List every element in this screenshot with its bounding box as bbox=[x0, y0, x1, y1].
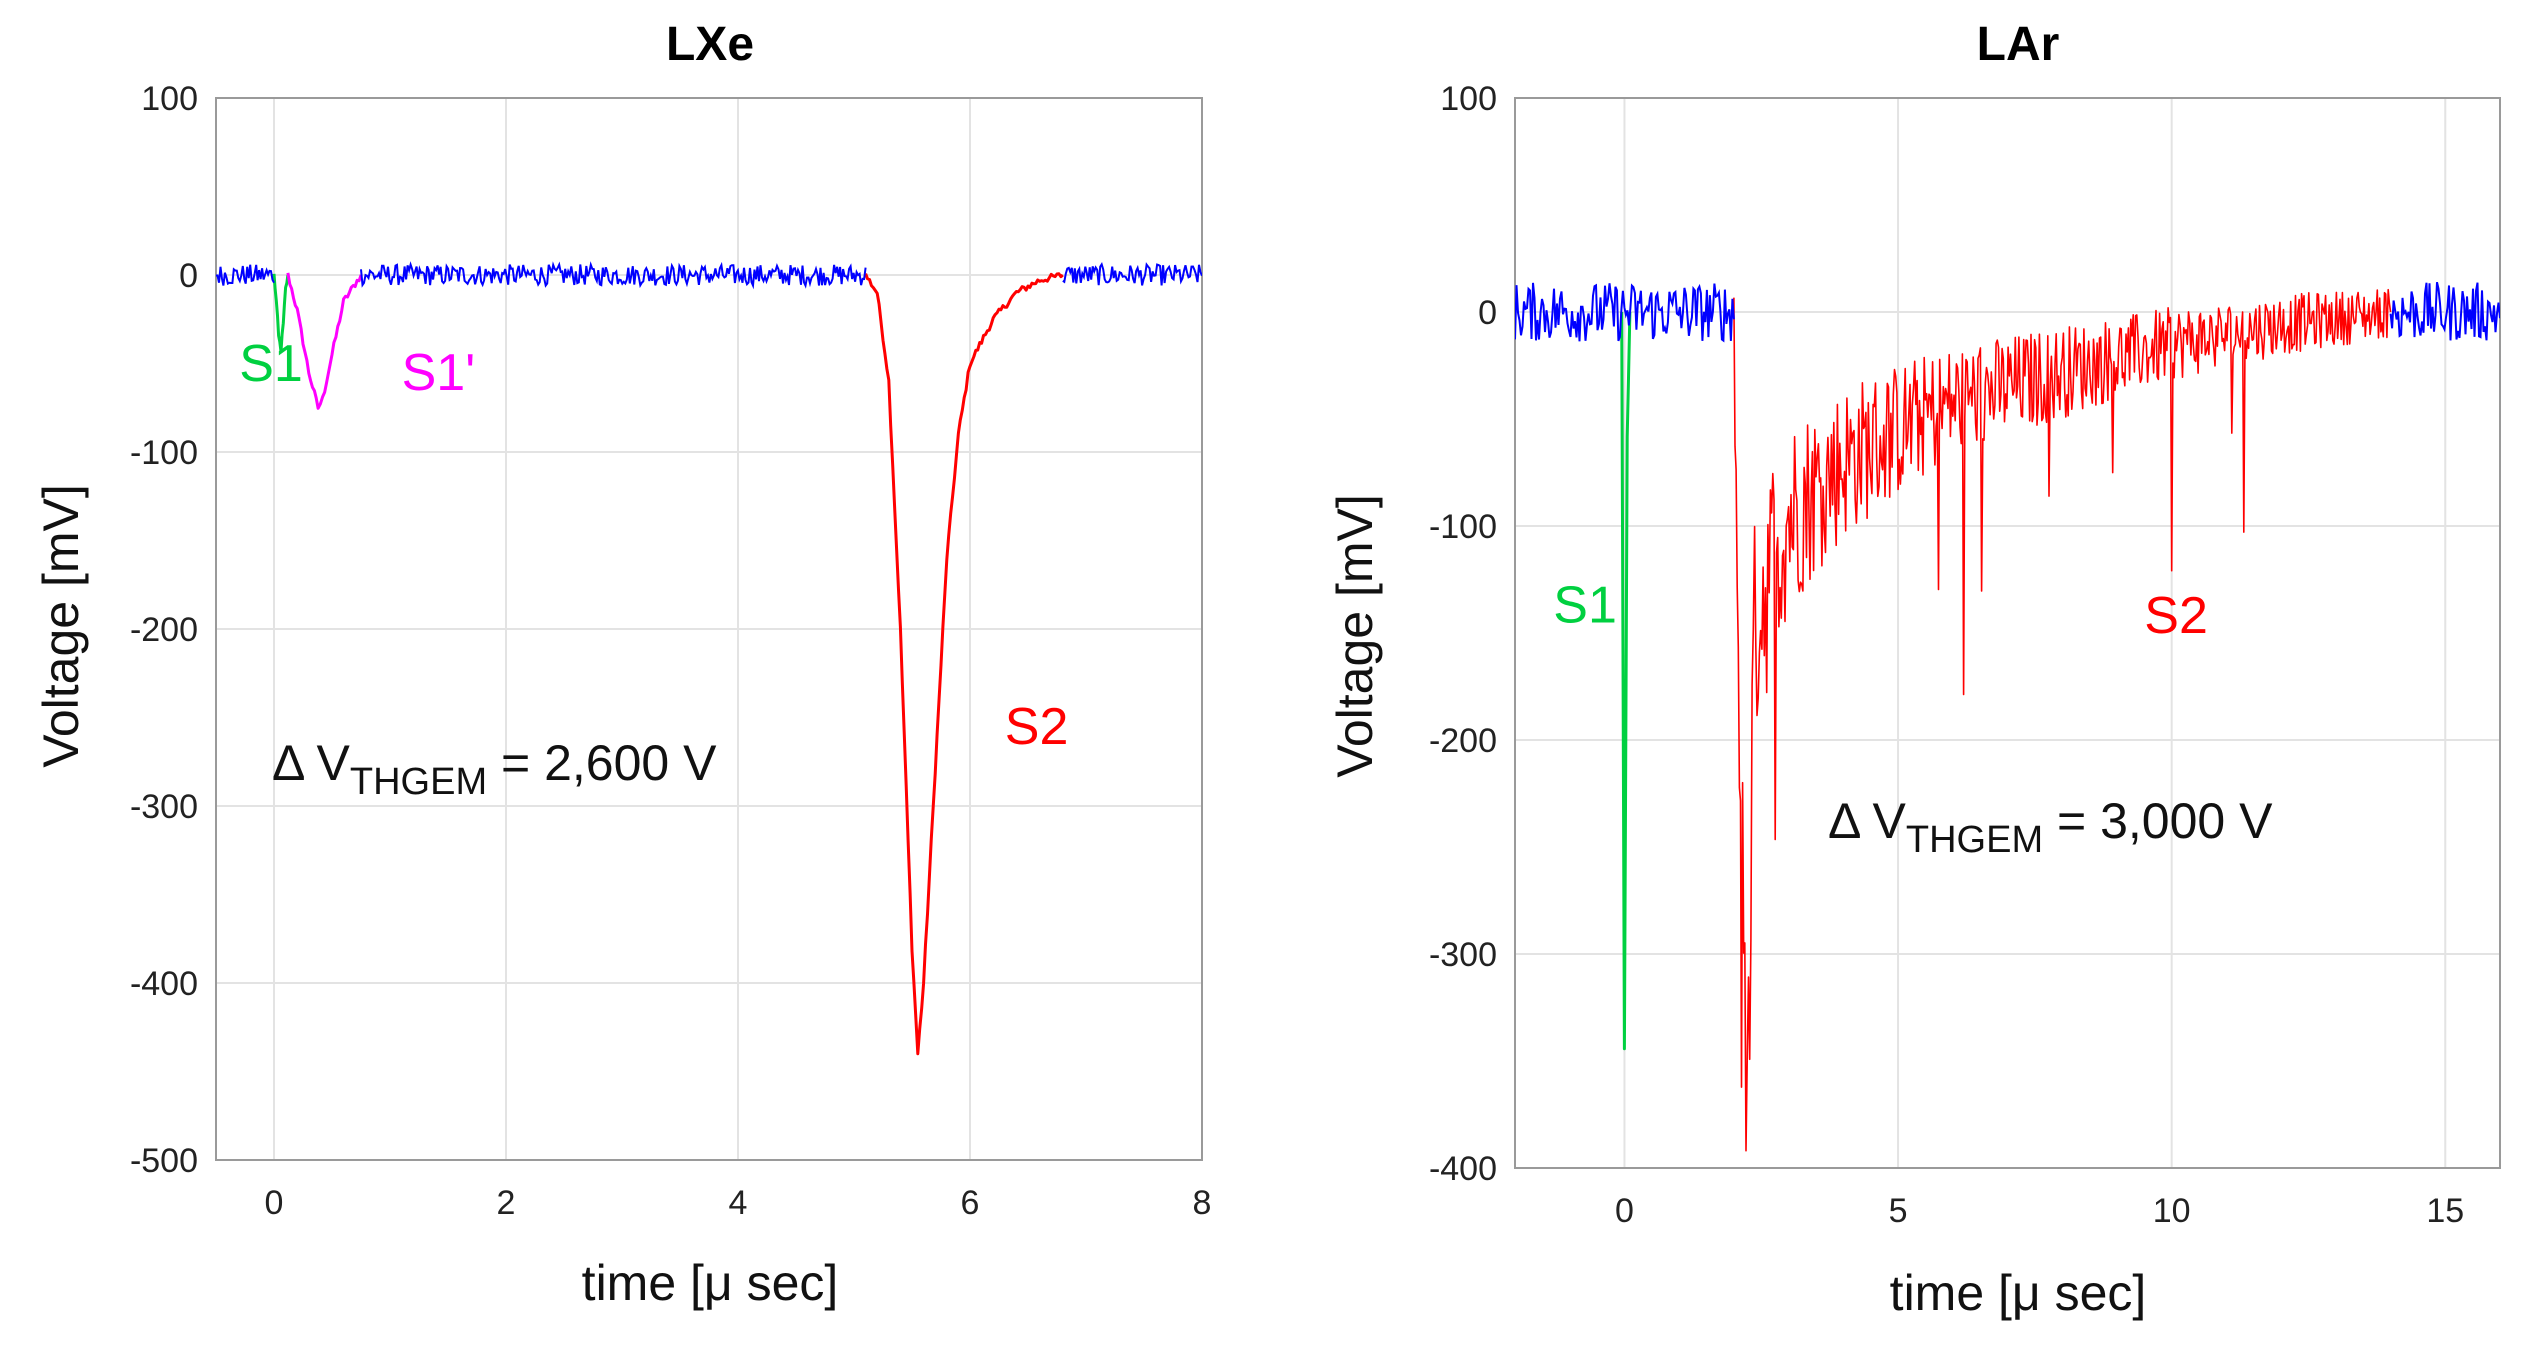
lar-title: LAr bbox=[1977, 18, 2060, 71]
lar-series-baseline-1 bbox=[2389, 281, 2500, 341]
lar-frame bbox=[1514, 97, 2501, 1169]
lxe-ytick-label: -200 bbox=[130, 611, 198, 649]
lar-traces bbox=[1515, 281, 2500, 1152]
lxe-label-s1: S1 bbox=[239, 335, 303, 393]
lxe-ytick-label: 100 bbox=[141, 80, 198, 118]
lar-annotation-subscript: THGEM bbox=[1906, 819, 2043, 861]
lar-ytick-label: -200 bbox=[1429, 722, 1497, 760]
lxe-xlabel: time [μ sec] bbox=[582, 1255, 839, 1311]
lxe-ytick-label: -100 bbox=[130, 434, 198, 472]
lar-series-s2 bbox=[1733, 288, 2392, 1152]
lxe-annotation-suffix: = 2,600 V bbox=[487, 735, 717, 791]
lxe-ytick-label: -400 bbox=[130, 965, 198, 1003]
lar-xtick-label: 10 bbox=[2153, 1192, 2191, 1230]
lxe-plot-area: 0 2 4 6 8 100 0 -100 -200 -300 -400 -500 S1 S1' S2 bbox=[130, 80, 1212, 1222]
lxe-ytick-label: -500 bbox=[130, 1142, 198, 1180]
lxe-title: LXe bbox=[666, 18, 754, 71]
lxe-series-baseline-2 bbox=[1062, 262, 1202, 286]
lxe-series-s1p bbox=[286, 272, 363, 410]
lar-ytick-label: -400 bbox=[1429, 1150, 1497, 1188]
lar-xtick-label: 15 bbox=[2426, 1192, 2464, 1230]
lar-plot-area: 0 5 10 15 100 0 -100 -200 -300 -400 S1 S2 bbox=[1429, 80, 2501, 1230]
lxe-traces bbox=[216, 261, 1202, 1056]
lxe-annotation: Δ VTHGEM = 2,600 V bbox=[272, 735, 717, 803]
lxe-xtick-label: 8 bbox=[1193, 1184, 1212, 1222]
lar-ytick-label: 100 bbox=[1440, 80, 1497, 118]
lxe-xtick-label: 2 bbox=[497, 1184, 516, 1222]
lar-xtick-label: 5 bbox=[1889, 1192, 1908, 1230]
lxe-series-s1 bbox=[272, 273, 290, 354]
lar-series-s1 bbox=[1620, 311, 1632, 1051]
panel-lar: LAr Voltage [mV] time [μ sec] 0 5 10 151000… bbox=[1327, 18, 2501, 1321]
lar-ylabel: Voltage [mV] bbox=[1327, 494, 1383, 778]
lxe-series-s2 bbox=[864, 272, 1064, 1056]
panel-lxe: LXe Voltage [mV] time [μ sec] 0 2 4 6 8 100 0 -… bbox=[33, 18, 1211, 1311]
lar-annotation-suffix: = 3,000 V bbox=[2043, 793, 2273, 849]
lar-xtick-label: 0 bbox=[1615, 1192, 1634, 1230]
lar-annotation: Δ VTHGEM = 3,000 V bbox=[1828, 793, 2273, 861]
lar-label-s1: S1 bbox=[1553, 576, 1617, 634]
lxe-label-s2: S2 bbox=[1005, 698, 1069, 756]
lxe-ylabel: Voltage [mV] bbox=[33, 484, 89, 768]
lxe-series-baseline-1 bbox=[360, 261, 867, 290]
lxe-ytick-label: 0 bbox=[179, 257, 198, 295]
lxe-xtick-label: 0 bbox=[265, 1184, 284, 1222]
lar-ytick-label: -100 bbox=[1429, 508, 1497, 546]
lxe-xtick-label: 4 bbox=[729, 1184, 748, 1222]
lxe-xtick-label: 6 bbox=[961, 1184, 980, 1222]
lar-ytick-label: -300 bbox=[1429, 936, 1497, 974]
lxe-ytick-label: -300 bbox=[130, 788, 198, 826]
lxe-series-baseline-0 bbox=[216, 264, 275, 286]
lar-ytick-label: 0 bbox=[1478, 294, 1497, 332]
lar-series-baseline-0 bbox=[1515, 282, 1735, 343]
lar-annotation-prefix: Δ V bbox=[1828, 793, 1907, 849]
lxe-frame bbox=[215, 97, 1203, 1161]
lar-xlabel: time [μ sec] bbox=[1890, 1265, 2147, 1321]
lxe-annotation-prefix: Δ V bbox=[272, 735, 351, 791]
lxe-annotation-subscript: THGEM bbox=[350, 761, 487, 803]
lxe-label-s1p: S1' bbox=[402, 344, 476, 402]
lar-label-s2: S2 bbox=[2144, 587, 2208, 645]
